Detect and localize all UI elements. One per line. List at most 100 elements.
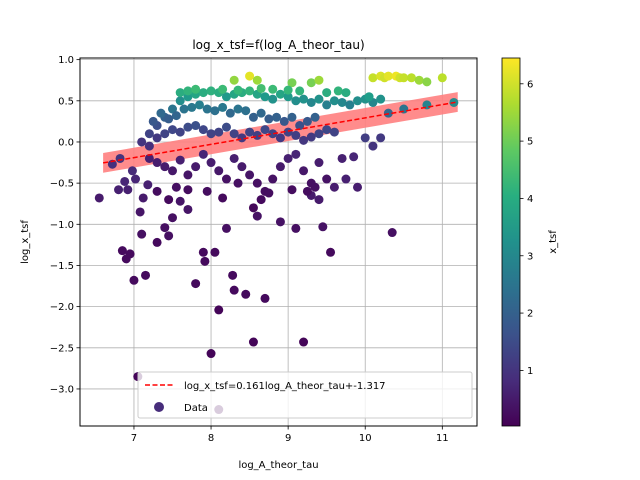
data-point [233, 178, 243, 188]
scatter-points [94, 71, 459, 415]
data-point [218, 84, 228, 94]
data-point [279, 116, 289, 126]
data-point [337, 153, 347, 163]
data-point [168, 166, 178, 176]
data-point [152, 186, 162, 196]
data-point [287, 78, 297, 88]
data-point [248, 337, 258, 347]
data-point [322, 88, 332, 98]
data-point [233, 104, 243, 114]
y-tick-label: −1.5 [50, 261, 74, 272]
data-point [291, 130, 301, 140]
colorbar: 1 2 3 4 5 6 x_tsf [501, 57, 559, 427]
data-point [229, 75, 239, 85]
data-point [399, 73, 409, 83]
data-point [123, 185, 133, 195]
data-point [299, 135, 309, 145]
colorbar-gradient [501, 57, 521, 427]
data-point [229, 153, 239, 163]
colorbar-label: x_tsf [548, 230, 559, 254]
x-tick-label: 7 [131, 433, 137, 444]
y-axis-label: log_x_tsf [20, 220, 31, 264]
data-point [306, 97, 316, 107]
data-point [175, 127, 185, 137]
data-point [206, 349, 216, 359]
data-point [160, 162, 170, 172]
data-point [187, 102, 197, 112]
y-tick-label: −2.0 [50, 302, 74, 313]
data-point [302, 186, 312, 196]
data-point [353, 96, 363, 106]
data-point [322, 174, 332, 184]
data-point [252, 130, 262, 140]
data-point [198, 149, 208, 159]
data-point [179, 104, 189, 114]
data-point [260, 92, 270, 102]
data-point [256, 83, 266, 93]
data-point [322, 100, 332, 110]
data-point [283, 85, 293, 95]
data-point [252, 178, 262, 188]
data-point [368, 141, 378, 151]
data-point [94, 193, 104, 203]
data-point [183, 170, 193, 180]
data-point [225, 108, 235, 118]
legend-box [137, 371, 473, 419]
data-point [260, 293, 270, 303]
data-point [175, 196, 185, 206]
x-tick-label: 8 [208, 433, 214, 444]
data-point [148, 116, 158, 126]
colorbar-tick-label: 4 [527, 194, 533, 205]
y-axis-ticks: 1.0 0.5 0.0 −0.5 −1.0 −1.5 −2.0 −2.5 −3.0 [50, 55, 80, 395]
data-point [353, 182, 363, 192]
data-point [120, 176, 130, 186]
data-point [275, 133, 285, 143]
data-point [183, 122, 193, 132]
data-point [152, 158, 162, 168]
data-point [437, 73, 447, 83]
data-point [198, 88, 208, 98]
data-point [152, 133, 162, 143]
data-point [210, 247, 220, 257]
data-point [275, 217, 285, 227]
data-point [264, 188, 274, 198]
fit-band-layer [103, 92, 458, 173]
data-point [241, 106, 251, 116]
data-point [264, 114, 274, 124]
x-axis-label: log_A_theor_tau [238, 460, 318, 471]
data-point [160, 223, 170, 233]
data-point [275, 89, 285, 99]
data-point [191, 279, 201, 289]
data-point [299, 166, 309, 176]
data-point [248, 203, 258, 213]
data-point [202, 104, 212, 114]
data-point [268, 129, 278, 139]
data-point [345, 100, 355, 110]
data-point [248, 112, 258, 122]
data-point [221, 122, 231, 132]
data-point [191, 84, 201, 94]
data-point [191, 162, 201, 172]
x-tick-label: 11 [436, 433, 449, 444]
data-point [368, 73, 378, 83]
data-point [314, 158, 324, 168]
data-point [141, 270, 151, 280]
colorbar-tick-label: 1 [527, 366, 533, 377]
data-point [287, 185, 297, 195]
data-point [314, 94, 324, 104]
data-point [164, 114, 174, 124]
data-point [295, 121, 305, 131]
data-point [275, 162, 285, 172]
data-point [171, 111, 181, 121]
plot-frame [79, 57, 478, 427]
chart-title: log_x_tsf=f(log_A_theor_tau) [192, 38, 364, 52]
data-point [283, 127, 293, 137]
data-point [349, 152, 359, 162]
data-point [341, 174, 351, 184]
data-point [245, 86, 255, 96]
data-point [295, 86, 305, 96]
data-point [194, 100, 204, 110]
data-point [256, 108, 266, 118]
y-tick-label: 0.5 [58, 96, 74, 107]
